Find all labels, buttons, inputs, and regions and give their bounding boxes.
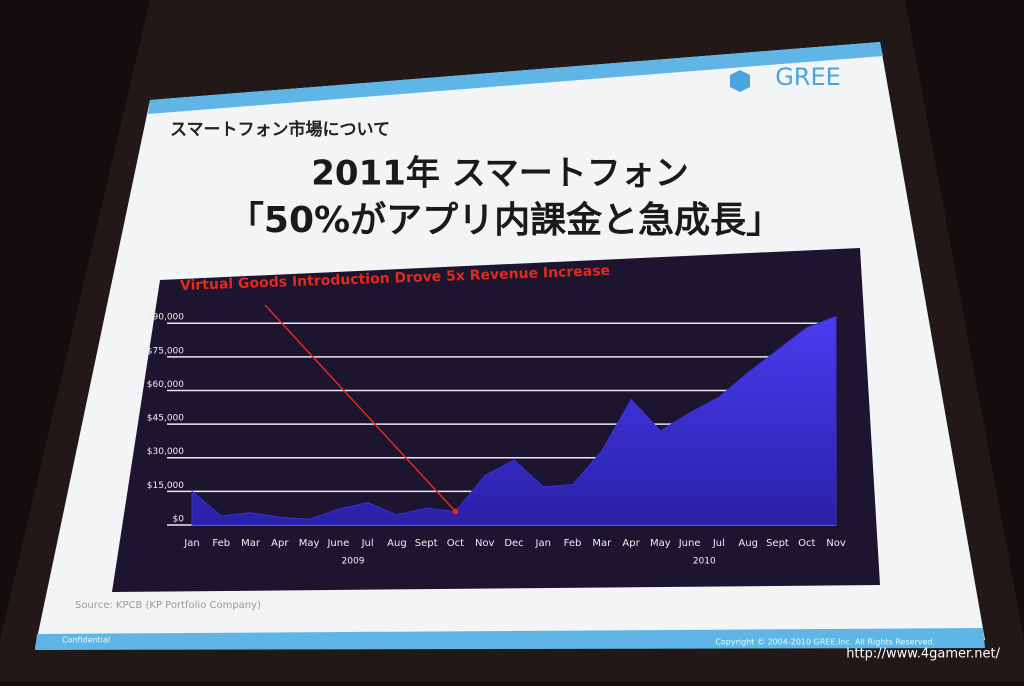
- title-line: 2011年 スマートフォン: [311, 154, 688, 194]
- y-tick-label: $15,000: [147, 481, 184, 491]
- source: Source: KPCB (KP Portfolio Company): [75, 600, 261, 611]
- x-tick-label: Feb: [212, 538, 230, 549]
- plot: $0 $15,000 $30,000 $45,000 $60,000 $75,000 $90…: [147, 304, 846, 567]
- area: [191, 315, 837, 526]
- x-tick-label: Sept: [415, 538, 438, 549]
- x-tick-label: June: [678, 538, 701, 549]
- x-tick-label: Nov: [475, 538, 495, 549]
- annotation-arrow: [264, 304, 457, 513]
- x-tick-label: May: [299, 538, 320, 549]
- x-tick-label: Aug: [738, 538, 758, 549]
- year-label: 2010: [693, 557, 716, 567]
- x-tick-label: Nov: [826, 538, 846, 549]
- x-tick-label: Mar: [592, 538, 612, 549]
- y-tick-label: $0: [173, 515, 185, 525]
- logo-mark: [730, 70, 750, 92]
- x-tick-label: Jan: [535, 538, 551, 549]
- x-tick-label: Mar: [241, 538, 261, 549]
- title-line: 「50%がアプリ内課金と急成長」: [228, 199, 782, 241]
- slide-top-bar: [148, 42, 883, 114]
- x-tick-label: Sept: [766, 538, 789, 549]
- y-tick-label: $75,000: [147, 346, 184, 356]
- x-tick-label: May: [650, 538, 671, 549]
- y-tick-label: $90,000: [147, 313, 184, 323]
- y-tick-label: $60,000: [147, 380, 184, 390]
- x-tick-label: Aug: [387, 538, 407, 549]
- copyright: Copyright © 2004-2010 GREE,Inc. All Righ…: [715, 638, 935, 647]
- x-tick-label: Apr: [271, 538, 289, 549]
- x-tick-label: Jul: [712, 538, 725, 549]
- year-label: 2009: [342, 557, 365, 567]
- x-tick-label: Apr: [622, 538, 640, 549]
- x-tick-label: Dec: [504, 538, 523, 549]
- x-tick-label: Jan: [183, 538, 199, 549]
- section-title: スマートフォン市場について: [170, 119, 390, 140]
- y-tick-label: $30,000: [147, 447, 184, 457]
- confidential: Confidential: [62, 636, 110, 645]
- x-tick-label: Oct: [798, 538, 815, 549]
- x-tick-label: Jul: [361, 538, 374, 549]
- x-tick-label: June: [326, 538, 349, 549]
- slide-bottom-bar: [35, 628, 985, 650]
- logo: GREE: [775, 63, 841, 91]
- y-tick-label: $45,000: [147, 414, 184, 424]
- x-tick-label: Oct: [447, 538, 464, 549]
- x-tick-label: Feb: [564, 538, 582, 549]
- watermark: http://www.4gamer.net/: [846, 647, 1000, 662]
- annotation-arrow-head: [452, 508, 459, 515]
